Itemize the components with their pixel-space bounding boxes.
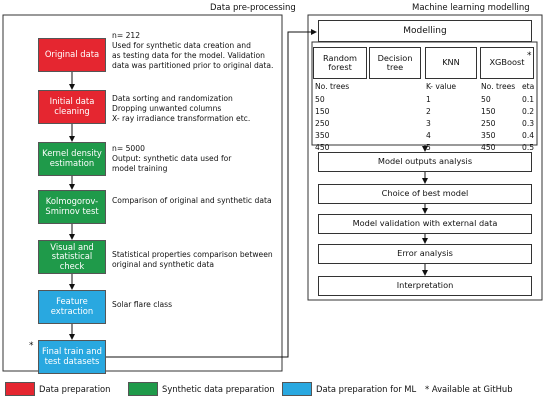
model-box: Random forest (313, 47, 367, 79)
legend-swatch (128, 382, 158, 396)
param-value: 0.2 (522, 107, 535, 116)
model-box: XGBoost (480, 47, 534, 79)
note: Dropping unwanted columns (112, 104, 222, 113)
legend-swatch (5, 382, 35, 396)
process-box: Original data (38, 38, 106, 72)
model-box: KNN (425, 47, 477, 79)
param-value: 150 (481, 107, 496, 116)
process-box: Kolmogorov-Smirnov test (38, 190, 106, 224)
param-value: 0.5 (522, 143, 535, 152)
modelling-box: Modelling (318, 20, 532, 42)
panel-title: Data pre-processing (210, 3, 296, 13)
process-box: Kernel density estimation (38, 142, 106, 176)
note: X- ray irradiance transformation etc. (112, 114, 251, 123)
note: original and synthetic data (112, 260, 215, 269)
note: Data sorting and randomization (112, 94, 233, 103)
param-value: 450 (315, 143, 330, 152)
note: Solar flare class (112, 300, 173, 309)
step-box: Interpretation (318, 276, 532, 296)
process-box: Visual and statistical check (38, 240, 106, 274)
param-value: 0.3 (522, 119, 535, 128)
param-value: 1 (426, 95, 431, 104)
step-box: Model outputs analysis (318, 152, 532, 172)
legend-label: Data preparation for ML (316, 384, 417, 394)
param-value: 0.4 (522, 131, 535, 140)
process-box: Initial data cleaning (38, 90, 106, 124)
footnote-marker: * (527, 51, 532, 61)
note: as testing data for the model. Validatio… (112, 51, 265, 60)
step-box: Choice of best model (318, 184, 532, 204)
process-box: Final train and test datasets (38, 340, 106, 374)
panel-title: Machine learning modelling (412, 3, 530, 13)
note: data was partitioned prior to original d… (112, 61, 274, 70)
footnote: * Available at GitHub (425, 384, 513, 394)
param-header: No. trees (481, 82, 516, 91)
note: Statistical properties comparison betwee… (112, 250, 273, 259)
step-box: Error analysis (318, 244, 532, 264)
param-value: 350 (315, 131, 330, 140)
param-value: 150 (315, 107, 330, 116)
param-header: K- value (426, 82, 457, 91)
param-header: eta (522, 82, 535, 91)
left-panel (2, 14, 283, 372)
param-value: 5 (426, 143, 431, 152)
param-value: 50 (481, 95, 491, 104)
footnote-marker: * (29, 341, 34, 351)
note: Comparison of original and synthetic dat… (112, 196, 272, 205)
param-value: 450 (481, 143, 496, 152)
param-value: 350 (481, 131, 496, 140)
note: Output: synthetic data used for (112, 154, 232, 163)
handoff-arrow (106, 29, 317, 358)
note: n= 212 (112, 31, 141, 40)
step-box: Model validation with external data (318, 214, 532, 234)
legend-label: Data preparation (39, 384, 111, 394)
legend-swatch (282, 382, 312, 396)
param-value: 0.1 (522, 95, 535, 104)
note: n= 5000 (112, 144, 145, 153)
note: model training (112, 164, 168, 173)
note: Used for synthetic data creation and (112, 41, 251, 50)
right-panel (307, 14, 543, 301)
param-value: 250 (315, 119, 330, 128)
param-value: 50 (315, 95, 325, 104)
process-box: Feature extraction (38, 290, 106, 324)
param-value: 2 (426, 107, 431, 116)
param-value: 4 (426, 131, 431, 140)
param-value: 250 (481, 119, 496, 128)
legend-label: Synthetic data preparation (162, 384, 275, 394)
param-header: No. trees (315, 82, 350, 91)
param-value: 3 (426, 119, 431, 128)
model-box: Decision tree (369, 47, 421, 79)
